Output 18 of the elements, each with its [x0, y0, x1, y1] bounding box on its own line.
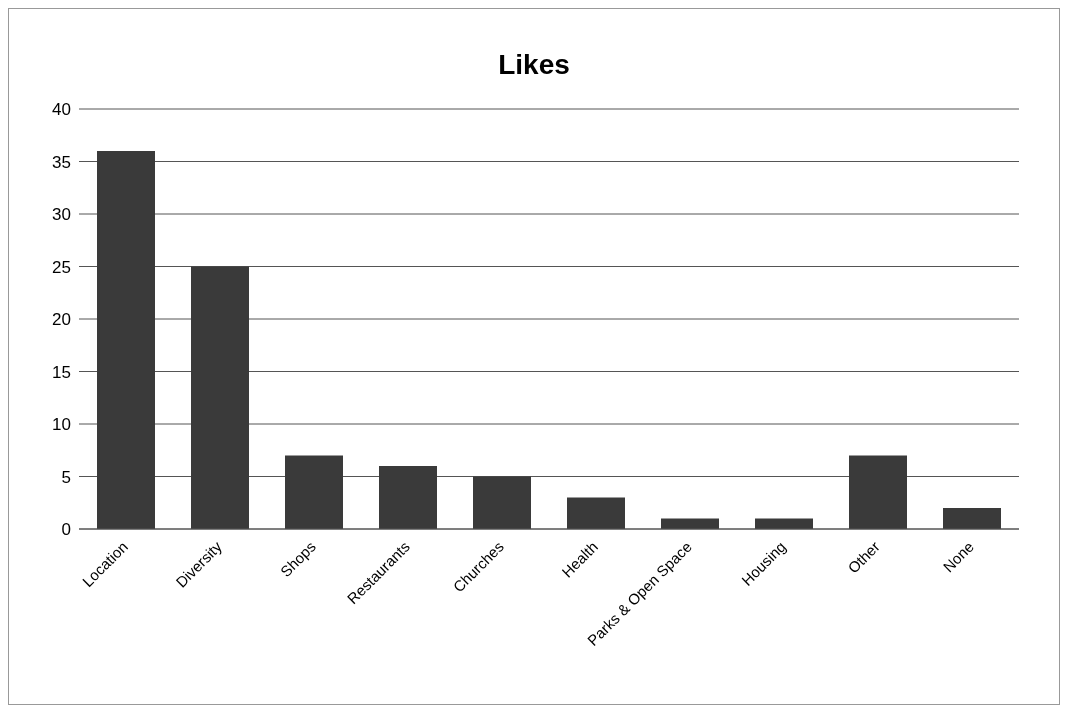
- y-tick-label: 40: [52, 100, 71, 120]
- bar: [191, 266, 249, 529]
- bar: [473, 476, 531, 529]
- y-tick-label: 10: [52, 415, 71, 435]
- bar: [379, 466, 437, 529]
- y-tick-label: 20: [52, 310, 71, 330]
- y-tick-label: 35: [52, 152, 71, 172]
- y-tick-label: 0: [61, 520, 71, 540]
- y-tick-label: 5: [61, 467, 71, 487]
- y-tick-label: 15: [52, 362, 71, 382]
- bar: [285, 455, 343, 529]
- chart-title: Likes: [497, 48, 571, 82]
- y-tick-label: 25: [52, 257, 71, 277]
- bar: [567, 497, 625, 529]
- y-tick-label: 30: [52, 205, 71, 225]
- bar: [849, 455, 907, 529]
- bar: [943, 508, 1001, 529]
- bar: [97, 151, 155, 529]
